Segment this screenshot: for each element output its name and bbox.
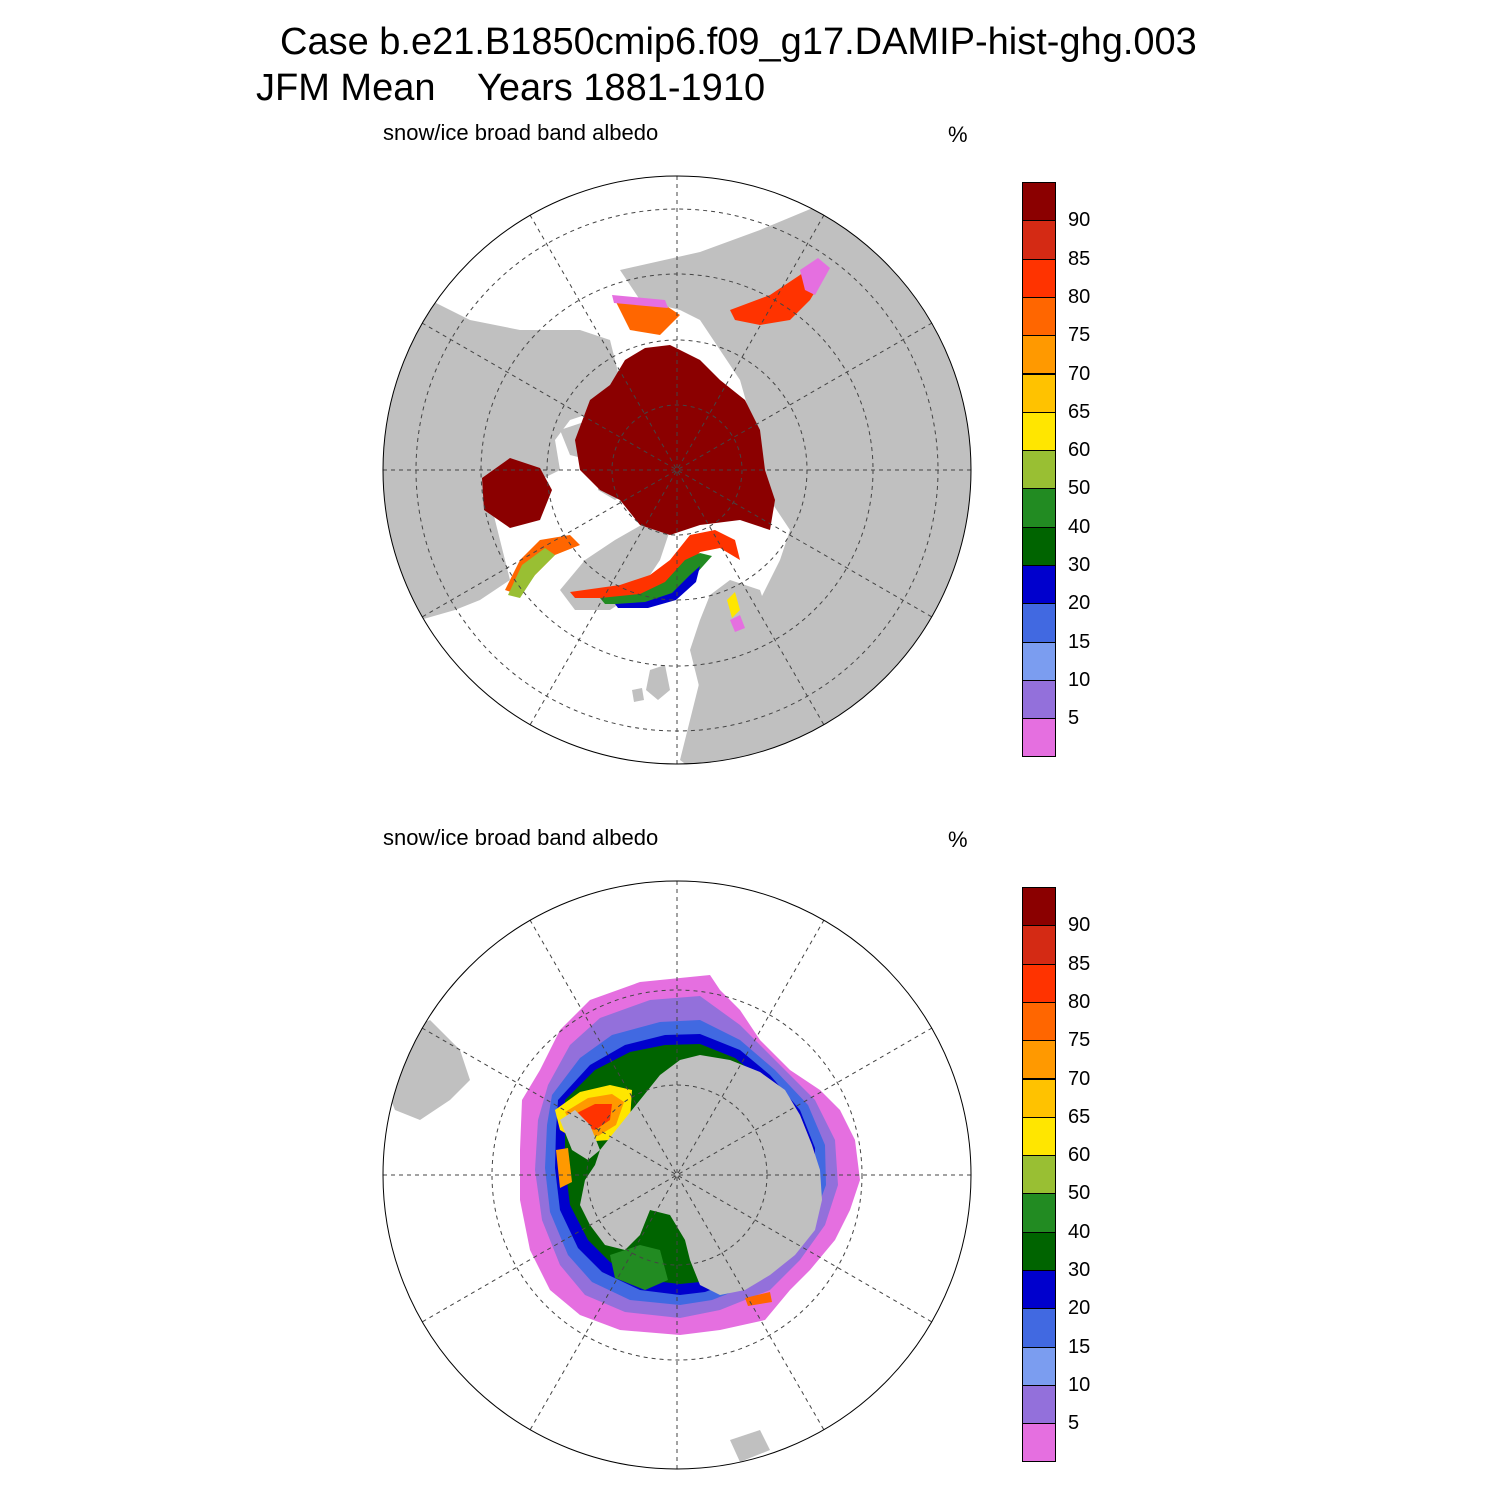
ireland-land [632,688,644,702]
south-colorbar-swatch [1022,1346,1056,1386]
nordic-edge-red [570,530,740,598]
north-colorbar-tick-label: 20 [1068,592,1091,615]
south-colorbar-tick-label: 30 [1068,1259,1091,1281]
south-colorbar-tick-label: 40 [1068,1220,1091,1243]
nordic-edge-blue [615,566,700,608]
north-colorbar-tick-label: 75 [1068,324,1091,347]
antarctic-peninsula-land [560,1110,600,1160]
south-colorbar-tick-label: 60 [1068,1144,1091,1167]
north-albedo-field [482,258,830,632]
south-panel-units: % [948,827,968,852]
figure-title-period: JFM Mean Years 1881-1910 [256,67,766,109]
antarctica-land [580,1055,822,1295]
south-colorbar-swatch [1022,1231,1056,1271]
north-colorbar-swatch [1022,411,1056,452]
north-polar-map [382,175,972,765]
north-colorbar-swatch [1022,488,1056,528]
tasmania-land [730,1430,770,1462]
north-colorbar-tick-label: 60 [1068,439,1091,462]
baffin-edge-green [508,548,555,598]
north-map-boundary [382,175,972,765]
hudson-bay-ice [482,458,552,528]
north-colorbar-tick-label: 80 [1068,285,1091,308]
north-colorbar-tick-label: 10 [1068,668,1091,691]
britain-land [646,665,670,700]
north-panel-label: snow/ice broad band albedo [383,120,659,145]
bering-ice [615,300,680,335]
north-panel-units: % [948,122,968,147]
south-panel-label: snow/ice broad band albedo [383,825,659,850]
north-colorbar-swatch [1022,603,1056,643]
south-colorbar-swatch [1022,1384,1056,1425]
south-colorbar-tick-label: 10 [1068,1373,1091,1396]
north-colorbar-swatch [1022,182,1056,222]
okhotsk-edge-pink [800,258,830,295]
south-colorbar-tick-label: 5 [1068,1412,1080,1435]
baltic-edge-pink [730,615,745,632]
south-colorbar-tick-label: 85 [1068,952,1091,975]
north-colorbar-swatch [1022,373,1056,413]
south-colorbar-swatch [1022,1423,1056,1463]
south-colorbar-swatch [1022,887,1056,927]
north-america-land [383,300,620,620]
south-map-boundary [382,880,972,1470]
south-colorbar-tick-label: 75 [1068,1029,1091,1052]
north-colorbar-swatch [1022,220,1056,260]
south-colorbar-tick-label: 70 [1068,1067,1091,1090]
north-colorbar-tick-label: 50 [1068,477,1091,500]
north-colorbar-swatch [1022,258,1056,298]
bering-edge-pink [612,295,668,308]
north-colorbar-tick-label: 65 [1068,400,1091,423]
pocket-orange-2 [745,1292,772,1306]
south-polar-map [382,880,972,1470]
pocket-orange-1 [556,1148,572,1188]
north-colorbar-tick-label: 30 [1068,554,1091,576]
south-graticule [383,881,971,1469]
south-colorbar-swatch [1022,1040,1056,1080]
north-colorbar-tick-label: 15 [1068,630,1091,653]
nordic-edge-green [600,553,712,604]
north-colorbar-swatch [1022,450,1056,490]
north-colorbar-swatch [1022,296,1056,337]
ross-40pct [610,1245,668,1290]
north-colorbar-swatch [1022,565,1056,605]
north-graticule [383,176,971,764]
south-colorbar-swatch [1022,1155,1056,1195]
south-colorbar-tick-label: 15 [1068,1335,1091,1358]
north-colorbar-tick-label: 5 [1068,707,1080,730]
south-colorbar-swatch [1022,925,1056,965]
north-colorbar-swatch [1022,335,1056,375]
south-colorbar-swatch [1022,1116,1056,1157]
north-colorbar-swatch [1022,718,1056,758]
south-colorbar-swatch [1022,963,1056,1003]
north-colorbar-tick-label: 40 [1068,515,1091,538]
south-colorbar-tick-label: 65 [1068,1105,1091,1128]
north-colorbar-tick-label: 70 [1068,362,1091,385]
south-colorbar-swatch [1022,1078,1056,1118]
north-colorbar-swatch [1022,641,1056,681]
south-colorbar-tick-label: 90 [1068,914,1091,937]
south-colorbar-tick-label: 50 [1068,1182,1091,1205]
south-colorbar-swatch [1022,1308,1056,1348]
south-colorbar-tick-label: 80 [1068,990,1091,1013]
figure-title-case: Case b.e21.B1850cmip6.f09_g17.DAMIP-hist… [280,21,1197,63]
north-colorbar-swatch [1022,679,1056,720]
greenland-land [560,520,670,610]
baltic-ice [727,592,740,618]
scandinavia-land [690,580,770,700]
south-colorbar-tick-label: 20 [1068,1297,1091,1320]
south-colorbar-swatch [1022,1270,1056,1310]
north-colorbar-tick-label: 90 [1068,209,1091,232]
north-colorbar-tick-label: 85 [1068,247,1091,270]
south-colorbar-swatch [1022,1193,1056,1233]
north-colorbar-swatch [1022,526,1056,566]
south-colorbar-swatch [1022,1001,1056,1042]
arctic-pack-ice [575,345,775,535]
okhotsk-ice [730,262,825,325]
